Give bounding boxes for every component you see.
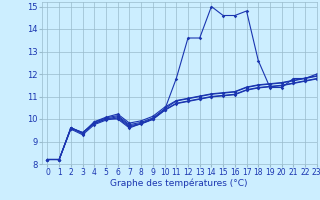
X-axis label: Graphe des températures (°C): Graphe des températures (°C) <box>110 179 248 188</box>
